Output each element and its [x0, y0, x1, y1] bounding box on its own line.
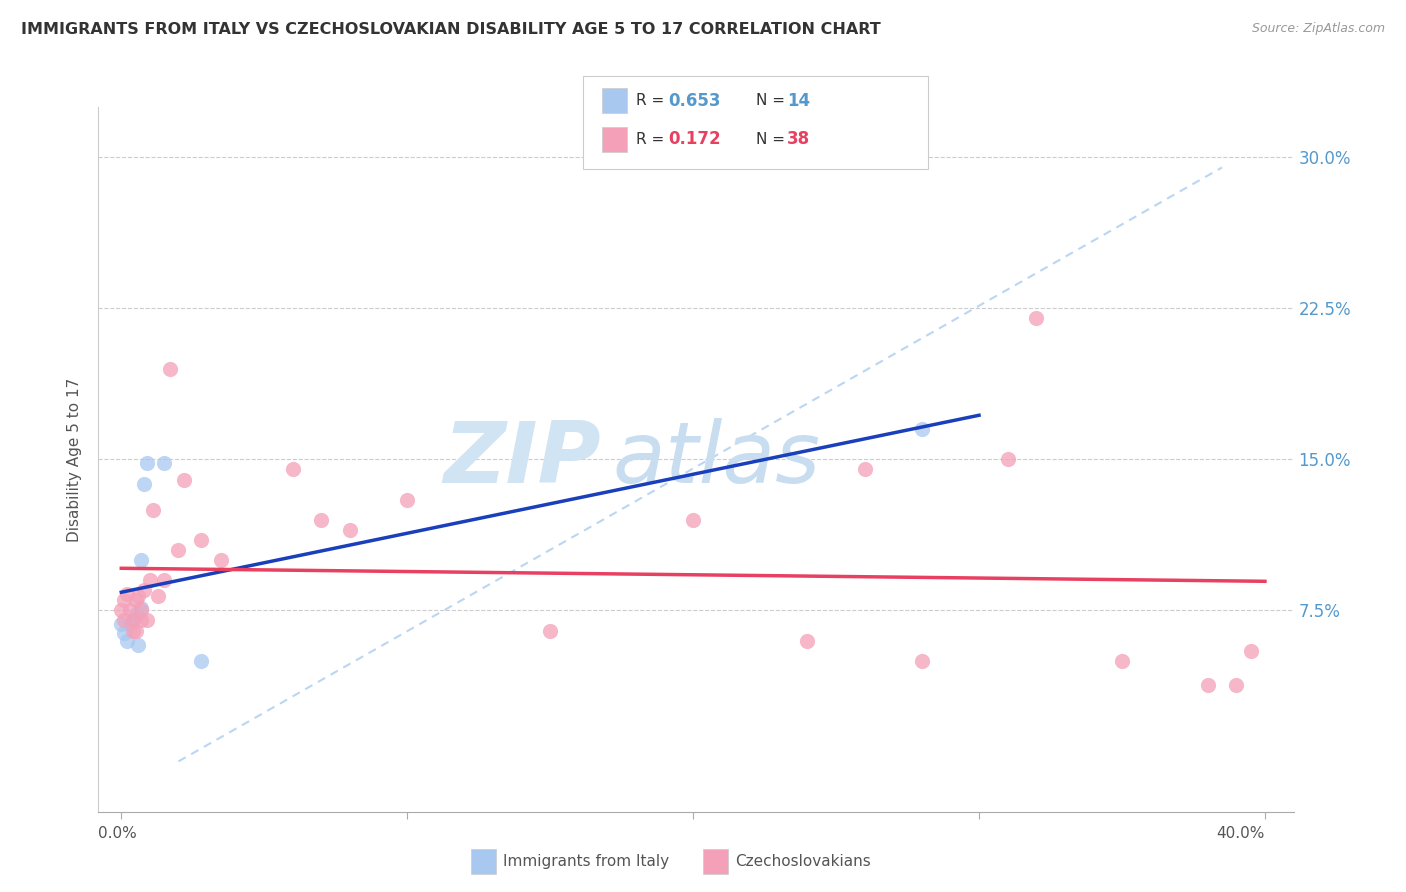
Point	[311, 513, 333, 527]
Text: 14: 14	[787, 92, 810, 110]
Point	[131, 601, 153, 615]
Point	[281, 462, 304, 476]
Point	[121, 614, 143, 628]
Point	[190, 654, 212, 668]
Y-axis label: Disability Age 5 to 17: Disability Age 5 to 17	[67, 377, 83, 541]
Point	[148, 589, 170, 603]
Point	[134, 583, 156, 598]
Point	[121, 624, 143, 638]
Text: Czechoslovakians: Czechoslovakians	[735, 855, 872, 869]
Point	[538, 624, 561, 638]
Text: 0.172: 0.172	[668, 130, 720, 148]
Text: N =: N =	[756, 94, 790, 108]
Point	[911, 654, 934, 668]
Point	[190, 533, 212, 547]
Point	[396, 492, 419, 507]
Point	[167, 543, 190, 558]
Point	[1025, 311, 1047, 326]
Text: IMMIGRANTS FROM ITALY VS CZECHOSLOVAKIAN DISABILITY AGE 5 TO 17 CORRELATION CHAR: IMMIGRANTS FROM ITALY VS CZECHOSLOVAKIAN…	[21, 22, 880, 37]
Text: 40.0%: 40.0%	[1216, 826, 1265, 841]
Point	[112, 614, 135, 628]
Point	[118, 617, 141, 632]
Point	[121, 614, 143, 628]
Point	[134, 476, 156, 491]
Point	[118, 603, 141, 617]
Point	[136, 457, 159, 471]
Point	[911, 422, 934, 436]
Point	[1197, 678, 1219, 692]
Point	[153, 457, 176, 471]
Point	[209, 553, 232, 567]
Point	[127, 589, 149, 603]
Text: 38: 38	[787, 130, 810, 148]
Point	[1111, 654, 1133, 668]
Text: N =: N =	[756, 132, 790, 146]
Point	[112, 625, 135, 640]
Point	[796, 633, 818, 648]
Point	[115, 633, 138, 648]
Point	[139, 573, 162, 587]
Text: Source: ZipAtlas.com: Source: ZipAtlas.com	[1251, 22, 1385, 36]
Point	[682, 513, 704, 527]
Text: 0.0%: 0.0%	[98, 826, 138, 841]
Point	[131, 553, 153, 567]
Point	[1225, 678, 1247, 692]
Point	[131, 603, 153, 617]
Text: 0.653: 0.653	[668, 92, 720, 110]
Point	[115, 587, 138, 601]
Point	[127, 638, 149, 652]
Point	[124, 624, 146, 638]
Text: Immigrants from Italy: Immigrants from Italy	[503, 855, 669, 869]
Point	[110, 603, 132, 617]
Point	[853, 462, 876, 476]
Point	[131, 614, 153, 628]
Text: ZIP: ZIP	[443, 417, 600, 501]
Point	[112, 593, 135, 607]
Text: atlas: atlas	[613, 417, 820, 501]
Point	[110, 617, 132, 632]
Point	[153, 573, 176, 587]
Point	[339, 523, 361, 537]
Point	[124, 593, 146, 607]
Text: R =: R =	[636, 94, 669, 108]
Point	[124, 607, 146, 622]
Point	[997, 452, 1019, 467]
Point	[136, 614, 159, 628]
Point	[159, 361, 181, 376]
Point	[142, 502, 165, 516]
Point	[1239, 643, 1261, 657]
Point	[173, 473, 195, 487]
Text: R =: R =	[636, 132, 669, 146]
